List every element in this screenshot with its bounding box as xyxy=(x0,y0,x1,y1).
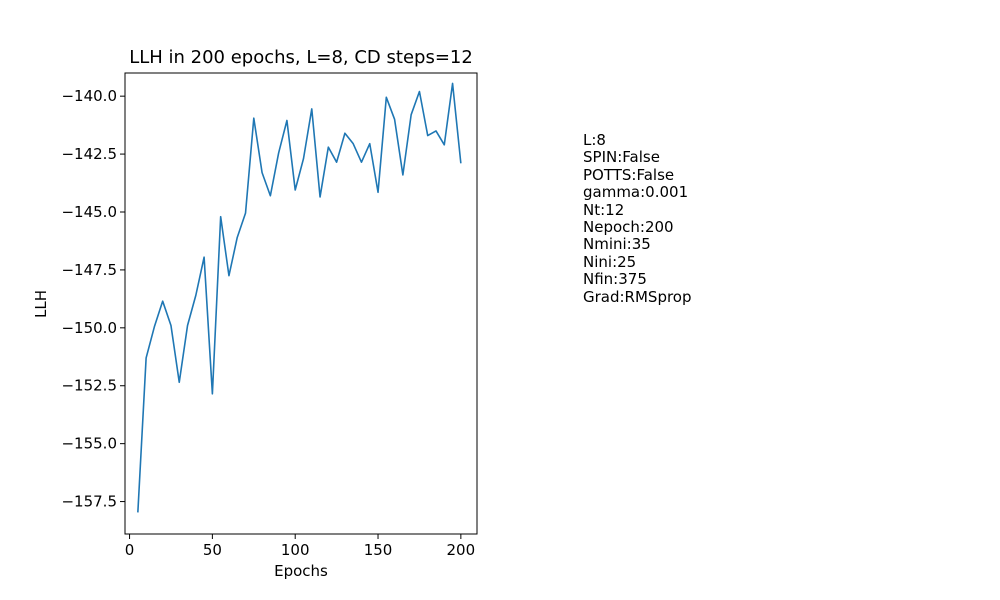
y-tick-label: −145.0 xyxy=(61,203,117,221)
parameter-item: Grad:RMSprop xyxy=(583,287,692,306)
x-tick-label: 50 xyxy=(203,541,222,559)
y-tick-label: −157.5 xyxy=(61,493,117,511)
y-tick-label: −155.0 xyxy=(61,435,117,453)
parameter-item: Nini:25 xyxy=(583,252,637,271)
x-axis-ticks: 0 50 100 150 200 xyxy=(125,534,475,559)
y-tick-label: −152.5 xyxy=(61,377,117,395)
parameter-item: L:8 xyxy=(583,131,606,149)
y-tick-label: −150.0 xyxy=(61,319,117,337)
x-tick-label: 100 xyxy=(281,541,310,559)
x-tick-label: 150 xyxy=(364,541,393,559)
parameter-item: SPIN:False xyxy=(583,148,660,167)
axes-frame xyxy=(124,72,478,535)
y-tick-label: −140.0 xyxy=(61,87,117,105)
parameter-item: Nfin:375 xyxy=(583,270,647,289)
parameter-item: Nmini:35 xyxy=(583,235,651,254)
plot-area xyxy=(124,72,478,535)
y-tick-label: −142.5 xyxy=(61,145,117,163)
parameter-item: Nt:12 xyxy=(583,200,625,219)
data-series xyxy=(137,82,462,513)
series-line xyxy=(137,82,462,513)
parameter-item: gamma:0.001 xyxy=(583,183,689,202)
y-axis-ticks: −157.5 −155.0 −152.5 −150.0 −147.5 −145.0 −142… xyxy=(61,87,125,511)
chart-title: LLH in 200 epochs, L=8, CD steps=12 xyxy=(129,47,473,68)
x-axis-label: Epochs xyxy=(274,562,328,580)
parameter-item: Nepoch:200 xyxy=(583,218,674,237)
x-tick-label: 0 xyxy=(125,541,135,559)
parameter-list: L:8 SPIN:False POTTS:False gamma:0.001 Nt:12… xyxy=(583,131,692,306)
y-tick-label: −147.5 xyxy=(61,261,117,279)
y-axis-label: LLH xyxy=(32,290,50,318)
x-tick-label: 200 xyxy=(447,541,476,559)
parameter-item: POTTS:False xyxy=(583,165,675,184)
